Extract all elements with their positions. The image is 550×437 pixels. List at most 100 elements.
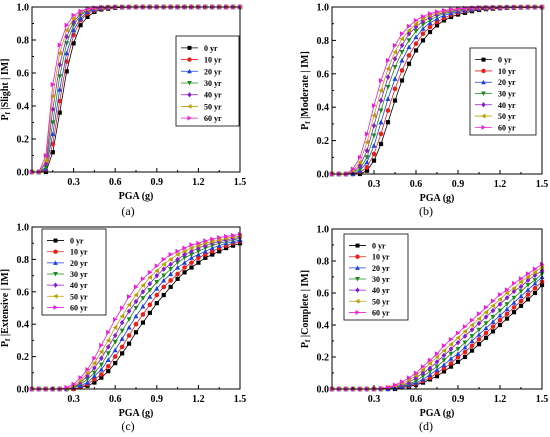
- data-point: [154, 263, 160, 269]
- data-point: [378, 119, 384, 125]
- legend-box: [41, 228, 107, 316]
- data-point: [175, 264, 181, 270]
- data-point: [476, 327, 482, 333]
- data-point: [448, 364, 454, 369]
- data-point: [399, 68, 405, 73]
- y-axis-label-main: P: [300, 124, 311, 130]
- data-point: [202, 240, 208, 246]
- data-point: [490, 324, 496, 329]
- legend-item: 60 yr: [475, 123, 516, 132]
- legend-item: 20 yr: [47, 259, 88, 268]
- y-axis-label-main: P: [300, 342, 311, 348]
- data-point: [497, 296, 503, 302]
- legend-item: 50 yr: [475, 112, 516, 121]
- panel-c-extensive: 0.3 0.6 0.9 1.2 1.5 0.0 0.2 0.4 0.6 0.8 1.0 PGA (g)…: [0, 223, 246, 434]
- data-point: [392, 49, 398, 55]
- data-point: [195, 252, 201, 257]
- data-point: [441, 348, 447, 354]
- data-point: [126, 294, 132, 300]
- legend-item: 60 yr: [181, 114, 222, 123]
- data-point: [154, 301, 159, 306]
- legend-label: 50 yr: [204, 102, 222, 111]
- legend-marker: [481, 124, 486, 130]
- data-point: [182, 265, 187, 270]
- data-point: [427, 360, 433, 366]
- data-point: [406, 44, 412, 50]
- data-point: [455, 339, 461, 346]
- legend-label: 30 yr: [498, 90, 516, 99]
- y-tick-label: 0.6: [17, 287, 30, 298]
- data-point: [518, 298, 524, 304]
- data-point: [448, 356, 454, 361]
- data-point: [105, 357, 111, 362]
- legend-label: 20 yr: [498, 78, 516, 87]
- y-axis-label-main: P: [0, 114, 11, 120]
- data-point: [462, 324, 468, 330]
- data-point: [147, 310, 152, 315]
- y-tick-label: 0.6: [317, 289, 330, 300]
- data-point: [427, 11, 433, 17]
- legend-item: 0 yr: [181, 44, 218, 53]
- data-point: [434, 23, 440, 28]
- y-tick-label: 0.2: [17, 352, 30, 363]
- data-point: [119, 344, 125, 350]
- legend-item: 20 yr: [475, 78, 516, 87]
- legend-marker: [481, 102, 486, 108]
- panel-label: (b): [419, 204, 433, 218]
- data-point: [406, 53, 412, 58]
- y-tick-label: 0.0: [17, 168, 30, 179]
- legend-item: 40 yr: [349, 286, 390, 295]
- legend: 0 yr 10 yr 20 yr 30 yr 40 yr 50 yr 60 yr: [343, 233, 409, 321]
- legend: 0 yr 10 yr 20 yr 30 yr 40 yr 50 yr 60 yr: [469, 47, 537, 136]
- data-point: [420, 22, 426, 28]
- data-point: [140, 276, 146, 282]
- data-point: [71, 27, 77, 33]
- data-point: [469, 317, 475, 323]
- data-point: [85, 367, 90, 373]
- data-point: [154, 272, 160, 279]
- x-axis-label: PGA (g): [420, 193, 455, 204]
- data-point: [504, 287, 510, 293]
- data-point: [161, 284, 167, 290]
- data-point: [399, 379, 405, 385]
- data-point: [99, 375, 104, 380]
- data-point: [161, 266, 167, 272]
- data-point: [364, 139, 370, 145]
- data-point: [57, 50, 62, 56]
- data-point: [469, 334, 475, 339]
- data-point: [413, 21, 419, 27]
- data-point: [434, 364, 440, 370]
- data-point: [427, 24, 433, 30]
- y-axis-label-sub: f: [304, 121, 312, 124]
- data-point: [105, 351, 111, 356]
- data-point: [427, 29, 433, 35]
- data-point: [518, 283, 524, 290]
- data-point: [406, 38, 412, 43]
- y-tick-label: 0.8: [17, 36, 30, 47]
- data-point: [420, 13, 426, 20]
- data-point: [182, 245, 188, 251]
- data-point: [120, 305, 125, 311]
- data-point: [154, 286, 160, 291]
- data-point: [147, 288, 153, 293]
- data-point: [50, 131, 56, 137]
- data-point: [50, 141, 56, 147]
- data-point: [357, 154, 363, 160]
- data-point: [455, 346, 461, 352]
- data-point: [483, 309, 489, 315]
- data-point: [483, 335, 489, 340]
- data-point: [371, 113, 377, 119]
- data-point: [448, 361, 454, 366]
- legend-marker: [481, 91, 486, 96]
- y-tick-label: 0.4: [317, 321, 330, 332]
- y-tick-label: 0.4: [17, 102, 30, 113]
- legend-label: 50 yr: [372, 297, 390, 306]
- data-point: [154, 292, 160, 298]
- data-point: [518, 276, 524, 282]
- x-tick-label: 0.9: [151, 177, 164, 188]
- panel-b-moderate: 0.3 0.6 0.9 1.2 1.5 0.0 0.2 0.4 0.6 0.8 1.0 PGA (g)…: [300, 3, 548, 219]
- data-point: [126, 324, 132, 330]
- data-point: [105, 344, 111, 350]
- data-point: [434, 359, 440, 365]
- data-point: [406, 379, 412, 386]
